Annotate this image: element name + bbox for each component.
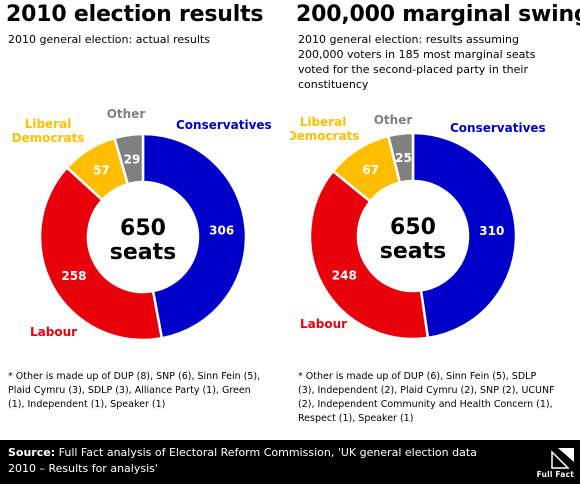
slice-labour [38,165,164,342]
source-label: Source: [8,446,56,459]
source-footer: Source: Full Fact analysis of Electoral … [0,440,580,484]
chart-subtitle: 2010 general election: actual results [8,33,210,46]
slice-conservatives [141,132,248,340]
category-label: Labour [30,325,77,339]
chart-subtitle: 2010 general election: results assuming … [298,33,536,91]
data-label: 57 [93,163,110,177]
category-label: Other [374,113,413,127]
category-label: Liberal Democrats [290,115,359,143]
slice-conservatives [411,131,518,340]
center-total: 650 [390,215,436,240]
data-label: 29 [124,152,141,166]
center-total: 650 [120,216,166,241]
chart-title: 200,000 marginal swing [296,2,580,27]
category-label: Other [107,107,146,121]
brand-name: Full Fact [536,470,574,479]
chart-panel-right: 200,000 marginal swing 2010 general elec… [290,0,580,440]
data-label: 248 [332,269,357,283]
full-fact-logo [551,448,574,469]
data-label: 67 [362,163,379,177]
center-unit: seats [380,239,446,264]
category-label: Labour [300,317,347,331]
donut-chart: 310 Conservatives 248 Labour 67 Liberal Democr… [290,113,546,341]
category-label: Liberal Democrats [12,117,85,145]
slice-other [386,131,415,185]
data-label: 310 [479,224,504,238]
slice-other [112,132,145,186]
chart-panel-left: 2010 election results 2010 general elect… [0,0,290,440]
chart-title: 2010 election results [6,2,264,27]
data-label: 306 [209,223,234,237]
slice-labour [308,169,430,341]
category-label: Conservatives [176,118,272,132]
chart-footnote: * Other is made up of DUP (6), Sinn Fein… [298,371,555,424]
category-label: Conservatives [450,121,546,135]
data-label: 25 [395,151,412,165]
data-label: 258 [61,269,86,283]
source-body: Full Fact analysis of Electoral Reform C… [8,446,477,475]
donut-chart: 306 Conservatives 258 Labour 57 Liberal Democr… [12,107,272,342]
chart-footnote: * Other is made up of DUP (8), SNP (6), … [8,371,261,410]
source-text: Source: Full Fact analysis of Electoral … [8,445,508,477]
center-unit: seats [110,240,176,265]
